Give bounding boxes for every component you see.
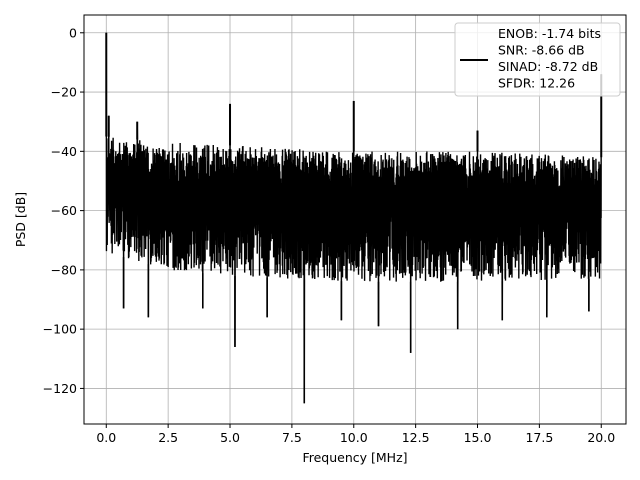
legend-entry-sfdr: SFDR: 12.26: [498, 76, 575, 91]
x-tick-label: 15.0: [464, 430, 492, 445]
x-axis-ticks: 0.0 2.5 5.0 7.5 10.0 12.5 15.0 17.5 20.0: [96, 424, 615, 445]
x-tick-label: 5.0: [220, 430, 240, 445]
legend-entry-snr: SNR: -8.66 dB: [498, 43, 585, 58]
legend-entry-sinad: SINAD: -8.72 dB: [498, 59, 598, 74]
y-tick-label: −20: [51, 85, 77, 100]
y-tick-label: 0: [69, 25, 77, 40]
x-tick-label: 17.5: [525, 430, 553, 445]
y-tick-label: −60: [51, 203, 77, 218]
axes-frame: [83, 14, 627, 425]
x-tick-label: 7.5: [282, 430, 302, 445]
y-axis-label: PSD [dB]: [13, 192, 28, 247]
y-tick-label: −120: [43, 381, 77, 396]
x-tick-label: 20.0: [587, 430, 615, 445]
legend: ENOB: -1.74 bits SNR: -8.66 dB SINAD: -8…: [454, 22, 621, 97]
x-tick-label: 12.5: [402, 430, 430, 445]
x-axis-label: Frequency [MHz]: [302, 450, 407, 465]
y-tick-label: −80: [51, 262, 77, 277]
x-tick-label: 2.5: [158, 430, 178, 445]
y-tick-label: −100: [43, 322, 77, 337]
psd-series: [105, 32, 603, 404]
x-tick-label: 10.0: [340, 430, 368, 445]
legend-box: [454, 22, 621, 97]
x-tick-label: 0.0: [96, 430, 116, 445]
y-axis-ticks: 0 −20 −40 −60 −80 −100 −120: [43, 25, 84, 396]
legend-entry-enob: ENOB: -1.74 bits: [498, 26, 601, 41]
y-tick-label: −40: [51, 144, 77, 159]
